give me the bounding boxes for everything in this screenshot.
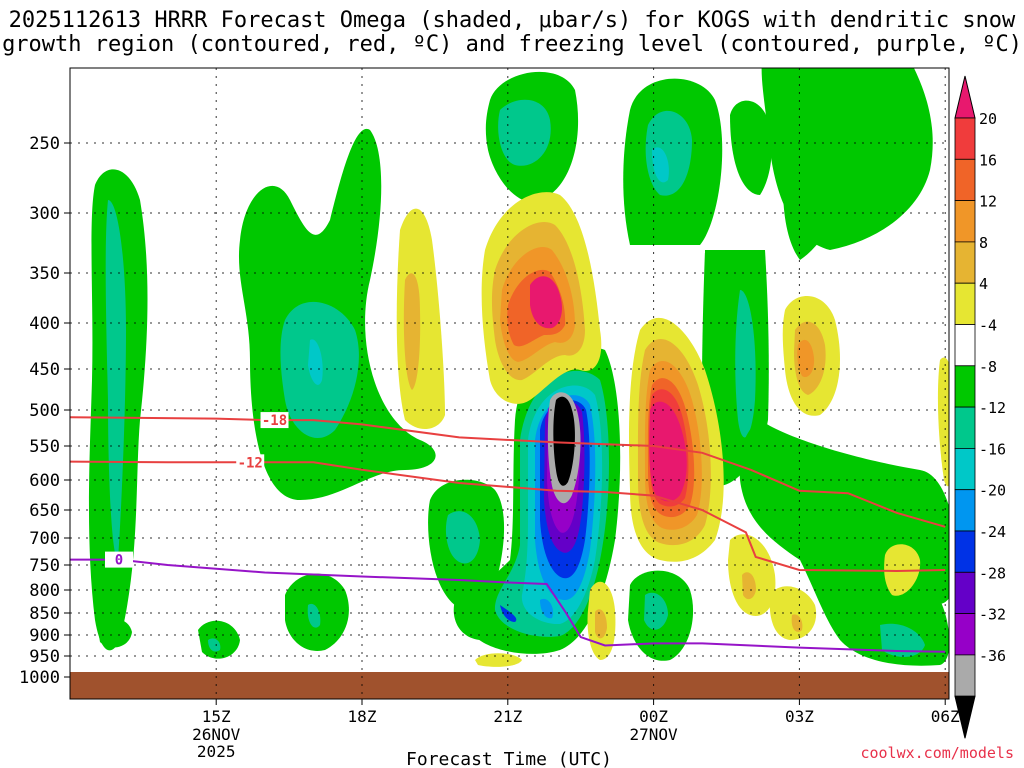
- pressure-tick-label: 700: [29, 529, 60, 549]
- omega-positive-areas: [396, 192, 949, 667]
- colorbar-segment: [954, 613, 976, 656]
- colorbar-label: -4: [979, 317, 997, 335]
- pressure-tick-label: 550: [29, 437, 60, 457]
- colorbar-segment: [954, 530, 976, 573]
- colorbar-label: -16: [979, 440, 1006, 458]
- pressure-tick-label: 400: [29, 314, 60, 334]
- colorbar-label: 8: [979, 234, 988, 252]
- contour-label: 0: [115, 553, 123, 569]
- colorbar-label: -36: [979, 647, 1006, 665]
- colorbar-segment: [954, 654, 976, 697]
- time-tick-label: 21Z: [493, 707, 522, 726]
- contour-label: -18: [262, 413, 287, 429]
- pressure-tick-label: 900: [29, 626, 60, 646]
- pressure-tick-label: 600: [29, 471, 60, 491]
- colorbar-segment: [954, 282, 976, 325]
- time-tick-label: 00Z: [639, 707, 668, 726]
- colorbar-label: -32: [979, 606, 1006, 624]
- colorbar-segment: [954, 365, 976, 408]
- date-tick-label: 26NOV: [192, 725, 241, 744]
- contour-label-background: [236, 454, 265, 471]
- omega-negative-areas: [88, 68, 949, 666]
- colorbar-label: -24: [979, 523, 1006, 541]
- credit-text: coolwx.com/models: [860, 744, 1014, 762]
- pressure-tick-label: 1000: [19, 668, 60, 688]
- colorbar-segment: [954, 489, 976, 532]
- omega-shading: [88, 68, 949, 667]
- time-tick-label: 18Z: [348, 707, 377, 726]
- plot-frame: [69, 67, 950, 700]
- colorbar: 20 16 12 8 4 -4 -8 -12 -16 -20 -24 -28 -32 -36: [954, 75, 1006, 739]
- colorbar-segment: [954, 447, 976, 491]
- colorbar-label: 12: [979, 193, 997, 211]
- year-tick-label: 2025: [197, 742, 236, 761]
- pressure-tick-label: 450: [29, 360, 60, 380]
- colorbar-label: -12: [979, 399, 1006, 417]
- pressure-tick-label: 500: [29, 401, 60, 421]
- time-tick-label: 03Z: [785, 707, 814, 726]
- time-tick-label: 06Z: [931, 707, 960, 726]
- colorbar-bottom-arrow: [954, 695, 976, 739]
- pressure-tick-label: 950: [29, 647, 60, 667]
- contour-label-background: [260, 412, 289, 429]
- temperature-contours: -18 -12 0: [70, 412, 946, 653]
- pressure-axis: 2503003504004505005506006507007508008509…: [19, 134, 70, 688]
- contour-label-background: [105, 551, 133, 568]
- pressure-tick-label: 800: [29, 581, 60, 601]
- chart-title-line-2: growth region (contoured, red, ºC) and f…: [2, 32, 1022, 57]
- pressure-tick-label: 850: [29, 604, 60, 624]
- contour-label: -12: [238, 455, 263, 471]
- colorbar-label: 16: [979, 151, 997, 169]
- contour-line: [70, 558, 946, 653]
- colorbar-segment: [954, 406, 976, 449]
- pressure-tick-label: 350: [29, 264, 60, 284]
- colorbar-segment: [954, 324, 976, 367]
- colorbar-segment: [954, 200, 976, 243]
- colorbar-label: 20: [979, 110, 997, 128]
- x-axis-label: Forecast Time (UTC): [406, 749, 612, 768]
- colorbar-segment: [954, 241, 976, 284]
- colorbar-top-arrow: [954, 75, 976, 119]
- colorbar-label: -8: [979, 358, 997, 376]
- colorbar-segment: [954, 571, 976, 614]
- pressure-tick-label: 250: [29, 134, 60, 154]
- pressure-tick-label: 300: [29, 204, 60, 224]
- neutral-gap: [620, 245, 705, 253]
- pressure-tick-label: 750: [29, 556, 60, 576]
- colorbar-segment: [954, 158, 976, 202]
- pressure-tick-label: 650: [29, 501, 60, 521]
- ground-surface-bar: [70, 672, 949, 699]
- time-tick-label: 15Z: [202, 707, 231, 726]
- chart-title-line-1: 2025112613 HRRR Forecast Omega (shaded, …: [8, 8, 1016, 33]
- colorbar-segment: [954, 117, 976, 160]
- date-tick-label: 27NOV: [630, 725, 679, 744]
- colorbar-label: 4: [979, 275, 988, 293]
- colorbar-label: -20: [979, 482, 1006, 500]
- grid-lines: [70, 68, 949, 699]
- colorbar-label: -28: [979, 564, 1006, 582]
- contour-line: [70, 460, 946, 573]
